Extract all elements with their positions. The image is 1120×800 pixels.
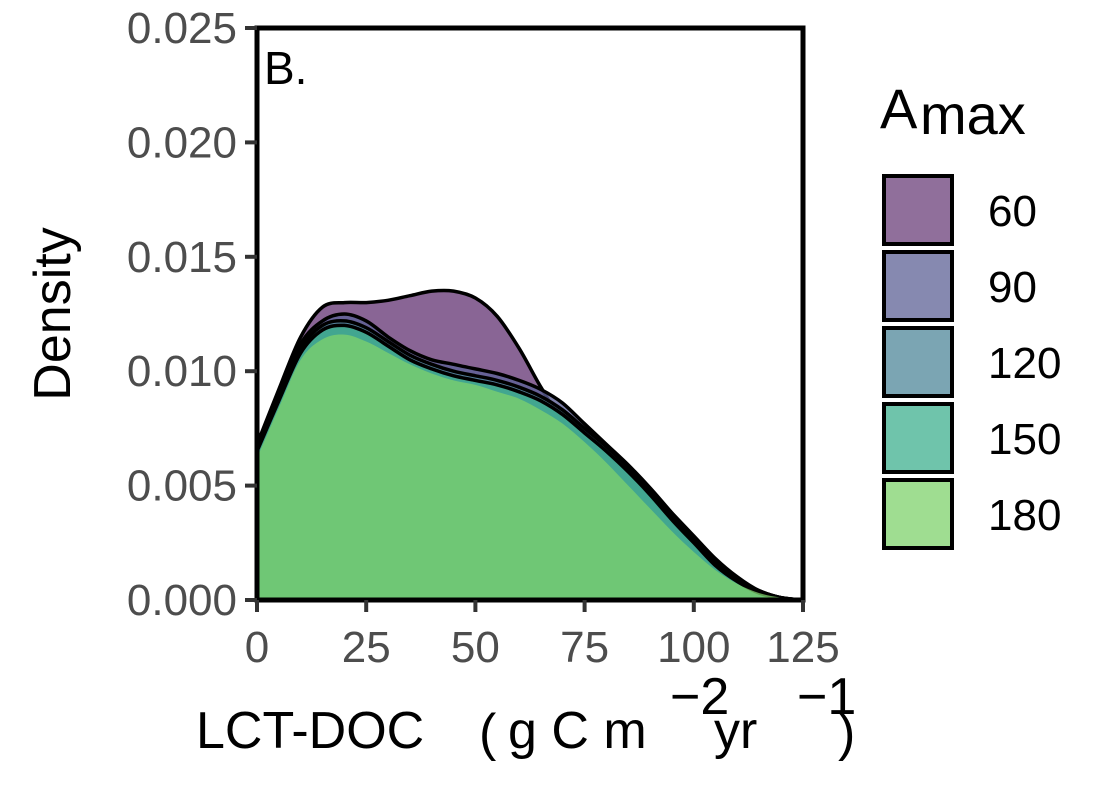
x-axis-title-close-paren: ) xyxy=(838,704,855,762)
x-axis-title-exponent-1: −2 xyxy=(670,668,729,726)
density-areas xyxy=(255,288,804,602)
y-axis: 0.000 0.005 0.010 0.015 0.020 0.025 xyxy=(127,4,257,625)
legend-swatch xyxy=(882,174,954,246)
x-tick-label: 50 xyxy=(451,623,500,672)
legend-item-180: 180 xyxy=(882,478,1061,550)
legend: A max 60 90 120 150 180 xyxy=(880,77,1061,550)
plot-panel-border xyxy=(254,25,806,603)
legend-item-60: 60 xyxy=(882,174,1037,246)
y-tick-label: 0.010 xyxy=(127,347,237,396)
legend-swatch xyxy=(882,250,954,322)
y-tick-label: 0.020 xyxy=(127,118,237,167)
y-tick-label: 0.025 xyxy=(127,4,237,53)
legend-item-150: 150 xyxy=(882,402,1061,474)
legend-swatch xyxy=(882,478,954,550)
x-tick-label: 125 xyxy=(766,623,839,672)
x-axis-title-exponent-2: −1 xyxy=(797,668,856,726)
legend-label: 60 xyxy=(988,187,1037,236)
legend-label: 120 xyxy=(988,339,1061,388)
legend-label: 90 xyxy=(988,263,1037,312)
y-tick-label: 0.000 xyxy=(127,576,237,625)
legend-title-subscript: max xyxy=(920,83,1026,146)
x-axis-title-units-1: g C m xyxy=(508,702,647,760)
y-tick-label: 0.005 xyxy=(127,462,237,511)
x-axis: 0 25 50 75 100 125 xyxy=(245,600,840,672)
y-axis-title: Density xyxy=(24,227,82,400)
legend-swatch xyxy=(882,326,954,398)
density-outline-150 xyxy=(255,323,804,602)
x-tick-label: 25 xyxy=(342,623,391,672)
legend-label: 150 xyxy=(988,415,1061,464)
density-series-180 xyxy=(257,334,803,600)
legend-title: A xyxy=(880,77,918,140)
x-axis-title: LCT-DOC ( g C m −2 yr −1 ) xyxy=(196,668,856,762)
legend-item-90: 90 xyxy=(882,250,1037,322)
x-axis-title-units-2: yr xyxy=(714,702,757,760)
density-area-180 xyxy=(257,334,803,600)
legend-label: 180 xyxy=(988,491,1061,540)
x-tick-label: 75 xyxy=(560,623,609,672)
legend-swatch xyxy=(882,402,954,474)
legend-item-120: 120 xyxy=(882,326,1061,398)
x-axis-title-open-paren: ( xyxy=(479,704,497,762)
legend-items: 60 90 120 150 180 xyxy=(882,174,1061,550)
x-axis-title-main: LCT-DOC xyxy=(196,702,424,760)
y-tick-label: 0.015 xyxy=(127,233,237,282)
panel-label: B. xyxy=(264,42,307,94)
x-tick-label: 0 xyxy=(245,623,269,672)
x-tick-label: 100 xyxy=(657,623,730,672)
